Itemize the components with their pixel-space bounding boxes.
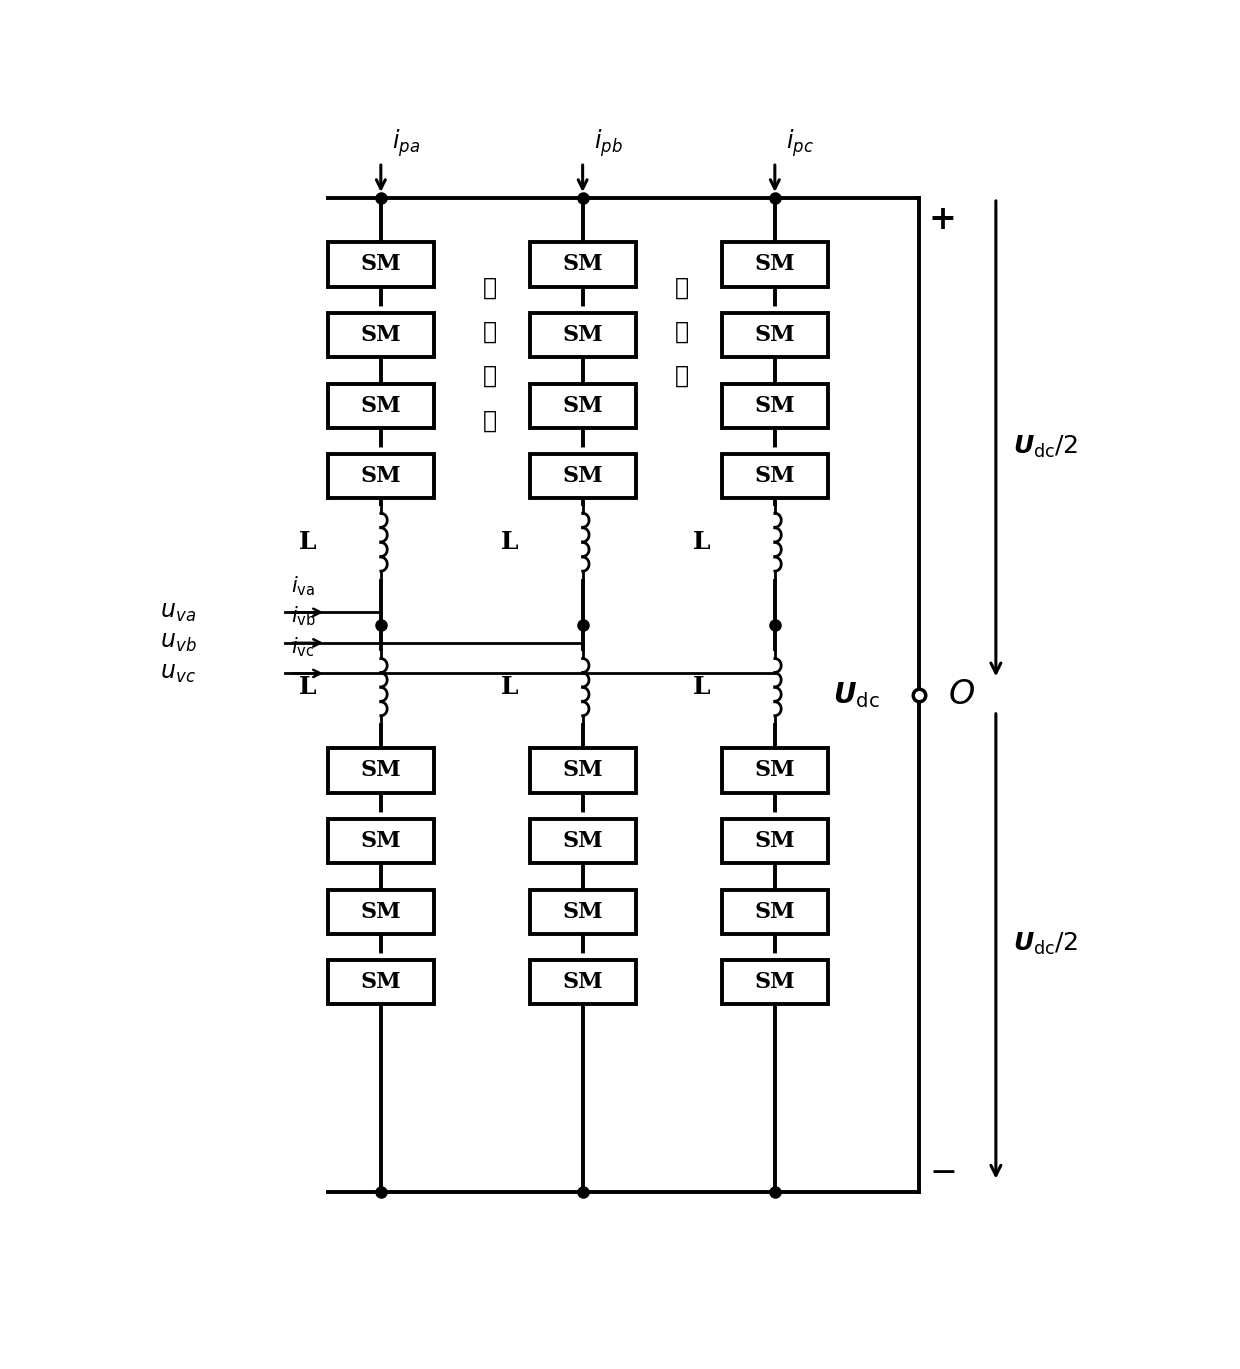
Text: SM: SM — [562, 465, 603, 487]
Text: L: L — [693, 675, 711, 700]
Bar — [327, 749, 434, 793]
Text: $\mathit{i}_{pb}$: $\mathit{i}_{pb}$ — [594, 127, 622, 159]
Text: 桥: 桥 — [482, 275, 496, 300]
Text: 单: 单 — [675, 320, 688, 344]
Text: SM: SM — [361, 971, 402, 994]
Bar — [327, 314, 434, 357]
Text: L: L — [501, 530, 518, 554]
Text: $\boldsymbol{\mathit{u}}_{vb}$: $\boldsymbol{\mathit{u}}_{vb}$ — [160, 631, 196, 654]
Text: SM: SM — [361, 830, 402, 852]
Text: L: L — [501, 675, 518, 700]
Text: SM: SM — [754, 901, 795, 923]
Bar — [529, 749, 635, 793]
Text: SM: SM — [754, 971, 795, 994]
Bar — [529, 314, 635, 357]
Text: SM: SM — [361, 760, 402, 782]
Bar — [529, 890, 635, 934]
Bar — [327, 960, 434, 1005]
Text: L: L — [299, 530, 316, 554]
Text: 元: 元 — [482, 408, 496, 433]
Bar — [722, 890, 828, 934]
Text: SM: SM — [361, 324, 402, 346]
Text: $\boldsymbol{U}_{\rm dc}/2$: $\boldsymbol{U}_{\rm dc}/2$ — [1013, 931, 1079, 957]
Text: SM: SM — [562, 901, 603, 923]
Text: $\mathit{i}_{\rm va}$: $\mathit{i}_{\rm va}$ — [291, 574, 315, 597]
Bar — [327, 890, 434, 934]
Bar — [722, 749, 828, 793]
Text: SM: SM — [361, 253, 402, 275]
Text: SM: SM — [754, 324, 795, 346]
Bar — [327, 819, 434, 864]
Text: SM: SM — [754, 253, 795, 275]
Text: SM: SM — [361, 901, 402, 923]
Bar — [327, 383, 434, 427]
Text: 臂: 臂 — [482, 320, 496, 344]
Bar — [529, 383, 635, 427]
Bar — [327, 455, 434, 498]
Text: SM: SM — [562, 324, 603, 346]
Text: $\boldsymbol{\mathit{u}}_{vc}$: $\boldsymbol{\mathit{u}}_{vc}$ — [160, 663, 196, 684]
Text: SM: SM — [562, 394, 603, 416]
Text: $\mathit{O}$: $\mathit{O}$ — [947, 679, 975, 711]
Text: 元: 元 — [675, 364, 688, 389]
Bar — [722, 242, 828, 286]
Text: $\boldsymbol{U}_{\rm dc}/2$: $\boldsymbol{U}_{\rm dc}/2$ — [1013, 434, 1079, 460]
Text: SM: SM — [562, 830, 603, 852]
Text: SM: SM — [754, 465, 795, 487]
Text: SM: SM — [754, 394, 795, 416]
Bar — [529, 242, 635, 286]
Text: $\boldsymbol{U}_{\rm dc}$: $\boldsymbol{U}_{\rm dc}$ — [833, 680, 880, 711]
Text: 单: 单 — [482, 364, 496, 389]
Text: 相: 相 — [675, 275, 688, 300]
Bar — [722, 455, 828, 498]
Text: $\mathit{i}_{\rm vc}$: $\mathit{i}_{\rm vc}$ — [291, 635, 315, 658]
Text: L: L — [693, 530, 711, 554]
Text: L: L — [299, 675, 316, 700]
Text: SM: SM — [754, 760, 795, 782]
Bar — [722, 819, 828, 864]
Text: SM: SM — [562, 253, 603, 275]
Text: $\mathit{i}_{\rm vb}$: $\mathit{i}_{\rm vb}$ — [291, 605, 316, 628]
Bar — [722, 960, 828, 1005]
Text: SM: SM — [361, 465, 402, 487]
Text: SM: SM — [361, 394, 402, 416]
Bar — [722, 383, 828, 427]
Text: $\boldsymbol{\mathit{u}}_{va}$: $\boldsymbol{\mathit{u}}_{va}$ — [160, 601, 196, 624]
Bar — [529, 960, 635, 1005]
Text: $-$: $-$ — [929, 1154, 955, 1187]
Text: $\mathit{i}_{pc}$: $\mathit{i}_{pc}$ — [786, 127, 815, 159]
Text: +: + — [929, 203, 956, 237]
Text: SM: SM — [562, 760, 603, 782]
Bar — [327, 242, 434, 286]
Text: SM: SM — [562, 971, 603, 994]
Text: $\mathit{i}_{pa}$: $\mathit{i}_{pa}$ — [392, 127, 420, 159]
Bar — [529, 819, 635, 864]
Bar — [722, 314, 828, 357]
Bar — [529, 455, 635, 498]
Text: SM: SM — [754, 830, 795, 852]
